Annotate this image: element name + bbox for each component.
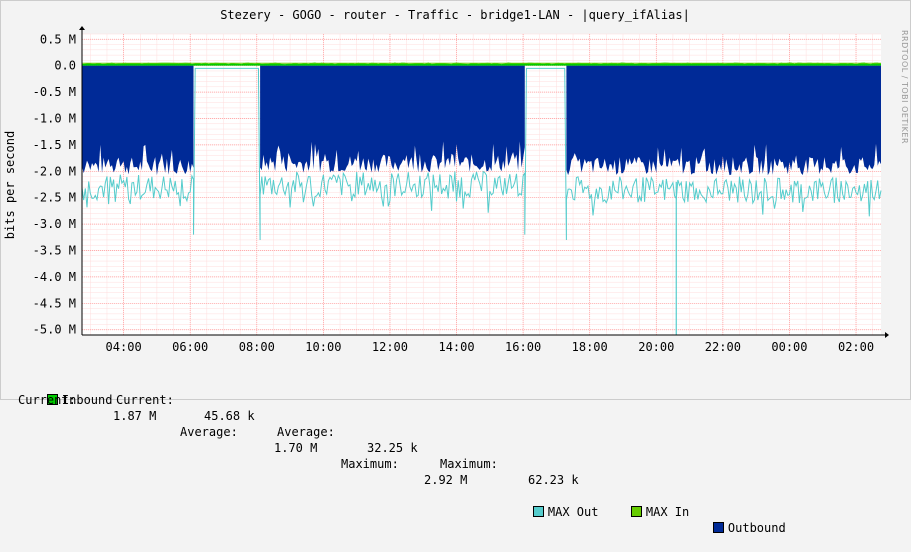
x-tick-label: 00:00 bbox=[771, 340, 807, 354]
outbound-average-value: 1.70 M bbox=[274, 441, 318, 455]
legend-max-in-label: MAX In bbox=[645, 505, 690, 519]
y-tick-label: -1.5 M bbox=[33, 138, 76, 152]
y-tick-label: -5.0 M bbox=[33, 323, 76, 337]
outbound-area bbox=[82, 65, 194, 176]
y-tick-label: -2.0 M bbox=[33, 164, 76, 178]
x-tick-label: 20:00 bbox=[638, 340, 674, 354]
max-out-swatch bbox=[532, 506, 544, 517]
inbound-current-label: Current: bbox=[116, 393, 174, 407]
x-axis-arrow bbox=[885, 332, 889, 338]
legend-outbound-label: Outbound bbox=[727, 521, 786, 535]
legend-max-out: MAX Out bbox=[504, 488, 598, 536]
legend-row-outbound: Current: 1.87 M Average: 1.70 M Maximum:… bbox=[0, 376, 598, 519]
x-tick-label: 22:00 bbox=[705, 340, 741, 354]
watermark: RRDTOOL / TOBI OETIKER bbox=[900, 30, 909, 145]
data-series bbox=[81, 62, 882, 335]
outbound-area bbox=[260, 65, 525, 173]
inbound-maximum-label: Maximum: bbox=[440, 457, 498, 471]
y-axis-label: bits per second bbox=[3, 131, 17, 239]
x-tick-label: 08:00 bbox=[239, 340, 275, 354]
outbound-maximum-value: 2.92 M bbox=[424, 473, 468, 487]
traffic-graph: Stezery - GOGO - router - Traffic - brid… bbox=[0, 0, 911, 400]
x-tick-label: 06:00 bbox=[172, 340, 208, 354]
outbound-maximum-label: Maximum: bbox=[341, 457, 399, 471]
x-tick-label: 04:00 bbox=[106, 340, 142, 354]
outbound-average-label: Average: bbox=[180, 425, 238, 439]
outbound-current-label: Current: bbox=[18, 393, 76, 407]
inbound-area bbox=[82, 62, 881, 66]
x-tick-label: 10:00 bbox=[305, 340, 341, 354]
x-tick-label: 14:00 bbox=[438, 340, 474, 354]
max-out-line bbox=[81, 67, 882, 240]
y-tick-label: 0.0 bbox=[54, 59, 76, 73]
legend-max-in: MAX In bbox=[602, 488, 689, 536]
outbound-area bbox=[566, 65, 881, 176]
inbound-current-value: 45.68 k bbox=[204, 409, 255, 423]
legend-max-out-label: MAX Out bbox=[547, 505, 599, 519]
y-tick-label: -3.5 M bbox=[33, 244, 76, 258]
y-tick-label: -0.5 M bbox=[33, 85, 76, 99]
max-in-swatch bbox=[630, 506, 642, 517]
outbound-current-value: 1.87 M bbox=[113, 409, 157, 423]
y-tick-label: -4.0 M bbox=[33, 270, 76, 284]
inbound-maximum-value: 62.23 k bbox=[528, 473, 579, 487]
y-tick-label: 0.5 M bbox=[40, 32, 76, 46]
legend-row-inbound: Inbound Current: 45.68 k Average: 32.25 … bbox=[0, 360, 786, 535]
outbound-swatch bbox=[712, 522, 724, 533]
axes: 0.5 M 0.0 -0.5 M -1.0 M -1.5 M -2.0 M -2.5 M -3… bbox=[0, 0, 911, 400]
x-tick-label: 12:00 bbox=[372, 340, 408, 354]
inbound-average-label: Average: bbox=[277, 425, 335, 439]
x-tick-label: 18:00 bbox=[572, 340, 608, 354]
y-tick-label: -3.0 M bbox=[33, 217, 76, 231]
inbound-average-value: 32.25 k bbox=[367, 441, 418, 455]
y-tick-label: -2.5 M bbox=[33, 191, 76, 205]
chart-title: Stezery - GOGO - router - Traffic - brid… bbox=[220, 8, 690, 22]
y-tick-label: -4.5 M bbox=[33, 296, 76, 310]
y-tick-label: -1.0 M bbox=[33, 111, 76, 125]
x-tick-label: 02:00 bbox=[838, 340, 874, 354]
y-axis-arrow bbox=[79, 26, 85, 30]
legend-outbound: Outbound bbox=[684, 504, 786, 552]
x-tick-label: 16:00 bbox=[505, 340, 541, 354]
